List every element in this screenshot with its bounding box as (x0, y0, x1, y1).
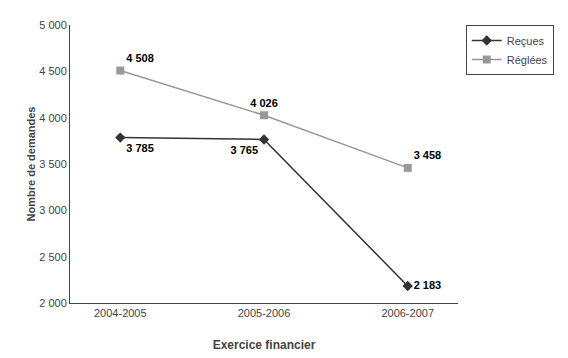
svg-text:4 500: 4 500 (39, 65, 67, 77)
svg-text:2006-2007: 2006-2007 (381, 307, 434, 319)
svg-text:4 508: 4 508 (126, 52, 154, 64)
svg-text:3 500: 3 500 (39, 158, 67, 170)
svg-text:2004-2005: 2004-2005 (94, 307, 147, 319)
svg-text:2 500: 2 500 (39, 251, 67, 263)
svg-text:2005-2006: 2005-2006 (238, 307, 291, 319)
svg-text:4 026: 4 026 (250, 97, 278, 109)
svg-text:3 785: 3 785 (126, 142, 154, 154)
svg-text:4 000: 4 000 (39, 112, 67, 124)
svg-text:2 183: 2 183 (414, 279, 442, 291)
svg-text:Exercice financier: Exercice financier (213, 338, 316, 352)
svg-text:5 000: 5 000 (39, 19, 67, 31)
svg-text:Nombre de demandes: Nombre de demandes (25, 107, 37, 222)
svg-text:Reçues: Reçues (507, 35, 545, 47)
svg-text:3 458: 3 458 (414, 149, 442, 161)
svg-text:3 000: 3 000 (39, 204, 67, 216)
svg-text:3 765: 3 765 (230, 144, 258, 156)
svg-text:Réglées: Réglées (507, 54, 548, 66)
svg-text:2 000: 2 000 (39, 297, 67, 309)
